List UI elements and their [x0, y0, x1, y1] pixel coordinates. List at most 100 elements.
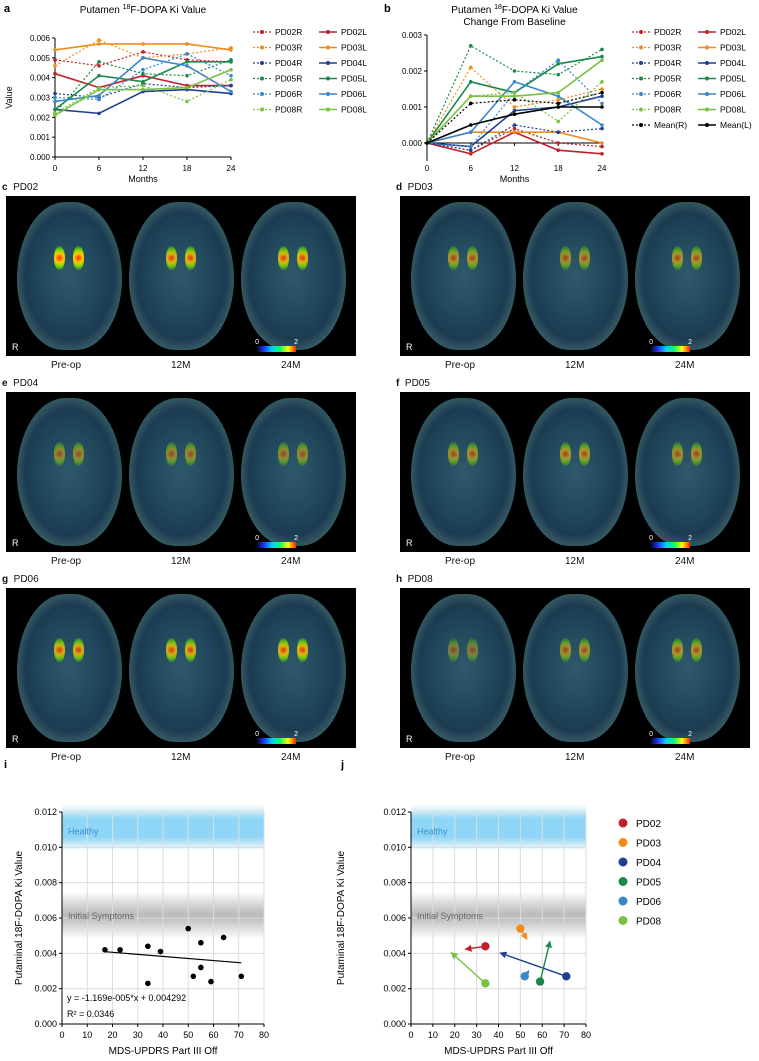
legend-label: PD06R: [275, 89, 302, 99]
legend-marker: [639, 76, 643, 81]
legend-marker: [260, 61, 264, 65]
start-point-pd03: [516, 924, 525, 933]
y-axis-label: Putaminal 18F-DOPA Ki Value: [14, 850, 25, 985]
legend-marker: [326, 45, 330, 50]
panel-letter: c: [2, 182, 8, 193]
brain-slice: [410, 398, 516, 546]
data-point: [229, 48, 233, 52]
series-line-pd08r: [426, 81, 603, 144]
data-point: [600, 87, 604, 91]
uptake-hotspot: [560, 442, 571, 467]
data-point: [97, 38, 101, 42]
data-point: [468, 152, 473, 156]
data-point: [53, 91, 57, 96]
title-part: Putamen: [80, 5, 123, 16]
legend-marker: [705, 123, 709, 127]
data-point: [468, 94, 473, 98]
legend-label: PD05L: [341, 74, 367, 84]
legend-marker: [618, 916, 628, 925]
brain-slice: [240, 594, 346, 742]
series-line-pd03r: [54, 39, 232, 67]
uptake-hotspot: [278, 442, 289, 467]
data-point: [512, 123, 517, 127]
y-tick-label: 0.006: [383, 913, 406, 923]
trajectory-arrow-pd05: [539, 940, 552, 982]
data-point: [229, 73, 233, 78]
legend-marker: [639, 107, 643, 112]
x-tick-label: 18: [183, 164, 192, 173]
uptake-hotspot: [54, 246, 65, 271]
start-point-pd08: [481, 979, 490, 988]
colorbar-max: 2: [688, 731, 692, 738]
data-point: [97, 60, 101, 64]
brain-slice: [16, 398, 122, 546]
uptake-hotspot: [579, 246, 590, 271]
colorbar-min: 0: [649, 535, 653, 542]
legend-label: PD04R: [654, 58, 681, 68]
data-point: [185, 73, 189, 78]
legend-marker: [618, 838, 628, 847]
legend-label: PD06: [636, 897, 661, 908]
uptake-hotspot: [278, 246, 289, 271]
x-tick-label: 20: [107, 1030, 117, 1040]
colorbar-min: 0: [649, 339, 653, 346]
legend-marker: [326, 30, 330, 34]
data-point: [53, 107, 57, 112]
y-tick-label: 0.012: [383, 807, 406, 817]
scatter-point: [102, 947, 108, 953]
data-point: [512, 94, 517, 98]
data-point: [600, 144, 604, 149]
title-part: Putamen: [451, 5, 494, 16]
timepoint-label: Pre-op: [51, 752, 82, 763]
legend-marker: [618, 818, 628, 828]
uptake-hotspot: [166, 638, 177, 663]
y-tick-label: 0.002: [402, 67, 423, 76]
colorbar-min: 0: [649, 731, 653, 738]
data-point: [53, 48, 57, 52]
data-point: [600, 105, 604, 109]
x-tick-label: 50: [515, 1030, 525, 1040]
uptake-hotspot: [73, 246, 84, 271]
data-point: [512, 98, 517, 102]
data-point: [141, 83, 145, 88]
uptake-hotspot: [166, 246, 177, 271]
chart-j: j Healthy Initial Symptoms 0.000 0.002 0.004 0…: [336, 760, 661, 1057]
series-line-pd03r: [426, 66, 603, 144]
data-point: [97, 73, 101, 78]
data-point: [600, 90, 604, 95]
legend-label: PD05: [636, 878, 661, 889]
series-line-pd04l: [426, 95, 603, 148]
start-point-pd02: [481, 942, 490, 951]
series-line-meanr: [426, 92, 603, 144]
data-point: [185, 42, 189, 46]
uptake-hotspot: [579, 442, 590, 467]
data-point: [512, 90, 517, 95]
y-tick-label: 0.004: [383, 948, 406, 958]
data-point: [53, 58, 57, 62]
side-marker: R: [406, 538, 413, 548]
legend-label: PD06L: [720, 89, 746, 99]
side-marker: R: [12, 342, 19, 352]
y-tick-label: 0.006: [34, 913, 57, 923]
title-part: F-DOPA Ki Value: [502, 5, 578, 16]
data-point: [141, 42, 145, 46]
chart-title: Putamen 18F-DOPA Ki Value: [80, 4, 207, 16]
legend-marker: [326, 76, 330, 81]
colorbar: [256, 346, 296, 352]
panel-header: f PD05: [396, 378, 430, 389]
data-point: [512, 105, 517, 109]
legend-marker: [326, 92, 330, 96]
brain-slice: [522, 594, 628, 742]
data-point: [600, 126, 604, 131]
colorbar: [650, 542, 690, 548]
brain-slice: [240, 202, 346, 350]
uptake-hotspot: [54, 638, 65, 663]
panel-letter: d: [396, 182, 403, 193]
uptake-hotspot: [73, 638, 84, 663]
y-axis-label: Putaminal 18F-DOPA Ki Value: [336, 850, 347, 985]
timepoint-label: 24M: [675, 752, 695, 763]
timepoint-label: Pre-op: [445, 752, 476, 763]
legend-label: PD05L: [720, 74, 746, 84]
patient-id: PD02: [7, 182, 39, 193]
legend-label: PD08R: [275, 105, 302, 115]
